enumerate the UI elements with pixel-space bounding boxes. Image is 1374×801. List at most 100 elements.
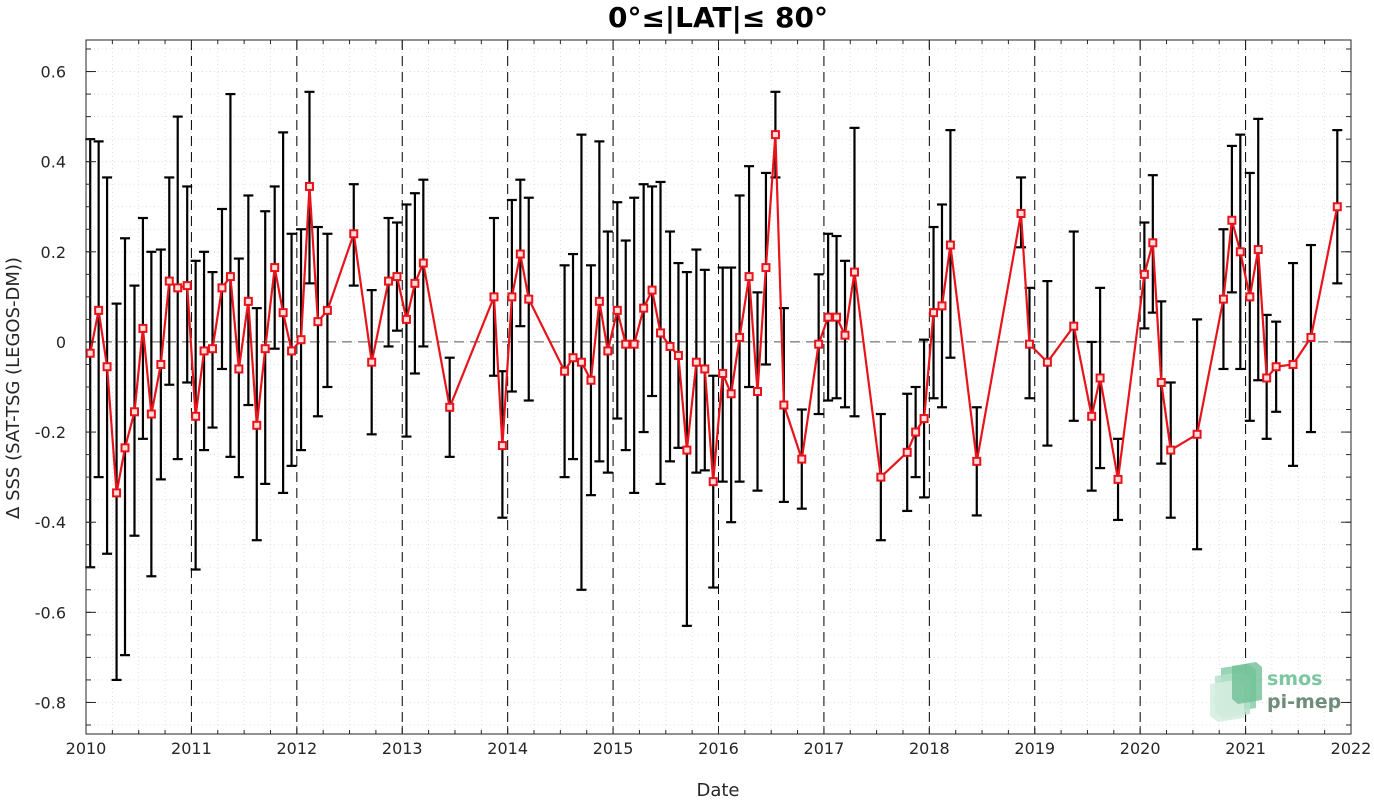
- data-point-marker: [1306, 332, 1316, 342]
- data-point-marker: [1227, 215, 1237, 225]
- data-point-marker: [639, 303, 649, 313]
- y-tick-label: 0: [56, 333, 66, 352]
- data-point-marker: [945, 240, 955, 250]
- logo-text-line2: pi-mep: [1267, 691, 1341, 713]
- data-point-marker: [270, 263, 280, 273]
- data-point-marker: [594, 296, 604, 306]
- data-point-marker: [1245, 292, 1255, 302]
- error-bars: [85, 90, 1343, 682]
- data-point-marker: [1016, 209, 1026, 218]
- data-point-marker: [911, 427, 921, 437]
- data-point-marker: [94, 305, 104, 315]
- data-point-marker: [1166, 445, 1176, 455]
- data-point-marker: [225, 272, 235, 282]
- data-point-marker: [708, 477, 718, 487]
- data-point-marker: [691, 357, 701, 367]
- data-point-marker: [629, 339, 639, 349]
- data-point-marker: [120, 443, 130, 453]
- data-point-marker: [779, 400, 789, 410]
- data-point-marker: [1139, 269, 1149, 279]
- data-point-marker: [252, 420, 262, 430]
- y-tick-label: -0.8: [35, 693, 66, 712]
- data-point-marker: [182, 281, 192, 291]
- data-point-marker: [384, 276, 394, 286]
- x-tick-labels: 2010 2011 2012 2013 2014 2015 2016 2017 2018 2019…: [66, 739, 1372, 758]
- data-point-marker: [156, 359, 166, 369]
- data-point-marker: [1069, 321, 1079, 331]
- data-point-marker: [586, 375, 596, 385]
- x-axis-label: Date: [696, 780, 739, 801]
- data-point-marker: [823, 312, 833, 322]
- data-point-marker: [138, 323, 148, 333]
- data-point-marker: [1271, 362, 1281, 372]
- data-point-marker: [621, 339, 631, 349]
- x-tick-label: 2019: [1014, 739, 1055, 758]
- data-point-marker: [929, 308, 939, 318]
- year-separator-lines: [190, 40, 1247, 734]
- data-point-marker: [445, 402, 455, 412]
- data-point-marker: [173, 283, 183, 293]
- data-point-marker: [1288, 359, 1298, 369]
- x-tick-label: 2015: [593, 739, 634, 758]
- data-point-marker: [568, 353, 578, 363]
- data-point-marker: [560, 366, 570, 376]
- data-point-marker: [576, 357, 586, 367]
- axis-ticks: [85, 40, 1352, 734]
- x-tick-label: 2012: [276, 739, 317, 758]
- data-point-marker: [673, 350, 683, 360]
- data-point-marker: [902, 447, 912, 457]
- data-point-marker: [744, 272, 754, 282]
- data-point-marker: [1024, 339, 1034, 349]
- data-point-marker: [296, 335, 306, 345]
- data-point-marker: [278, 308, 288, 318]
- data-point-marker: [418, 258, 428, 268]
- data-point-marker: [208, 344, 217, 354]
- data-point-marker: [1095, 373, 1105, 383]
- data-points: [85, 130, 1342, 498]
- data-point-marker: [972, 456, 982, 466]
- y-tick-label: -0.2: [35, 423, 66, 442]
- data-point-marker: [489, 292, 499, 302]
- data-point-marker: [797, 454, 807, 464]
- data-point-marker: [1042, 357, 1052, 367]
- data-point-marker: [392, 272, 402, 282]
- data-point-marker: [164, 276, 174, 286]
- data-point-marker: [507, 292, 517, 302]
- data-point-marker: [85, 348, 95, 358]
- data-point-marker: [840, 330, 850, 340]
- logo-text-line1: smos: [1267, 668, 1322, 690]
- data-point-marker: [726, 389, 736, 399]
- data-point-marker: [656, 328, 666, 338]
- data-point-marker: [217, 283, 227, 293]
- data-point-marker: [349, 229, 359, 239]
- data-point-marker: [112, 488, 122, 498]
- x-tick-label: 2014: [487, 739, 528, 758]
- data-point-marker: [1332, 202, 1342, 212]
- data-point-marker: [1218, 294, 1228, 304]
- x-tick-label: 2011: [171, 739, 212, 758]
- data-point-marker: [876, 472, 886, 482]
- y-tick-labels: -0.8 -0.6 -0.4 -0.2 0 0.2 0.4 0.6: [35, 63, 66, 713]
- data-point-marker: [146, 409, 156, 419]
- data-point-marker: [735, 332, 745, 342]
- x-tick-label: 2017: [804, 739, 845, 758]
- data-point-marker: [700, 364, 710, 374]
- data-point-marker: [647, 285, 657, 295]
- x-tick-label: 2016: [698, 739, 739, 758]
- x-tick-label: 2018: [909, 739, 950, 758]
- data-point-marker: [322, 305, 332, 315]
- data-point-marker: [1156, 377, 1166, 387]
- data-point-marker: [199, 346, 209, 356]
- data-point-marker: [665, 341, 675, 351]
- data-point-marker: [770, 130, 780, 140]
- data-point-marker: [1113, 474, 1123, 484]
- data-point-marker: [129, 407, 139, 417]
- data-point-marker: [287, 346, 297, 356]
- data-point-marker: [243, 296, 253, 306]
- y-tick-label: -0.4: [35, 513, 66, 532]
- smos-pi-mep-logo: smos pi-mep: [1210, 662, 1341, 722]
- y-tick-label: 0.6: [41, 63, 66, 82]
- y-tick-label: -0.6: [35, 603, 66, 622]
- data-point-marker: [832, 312, 842, 322]
